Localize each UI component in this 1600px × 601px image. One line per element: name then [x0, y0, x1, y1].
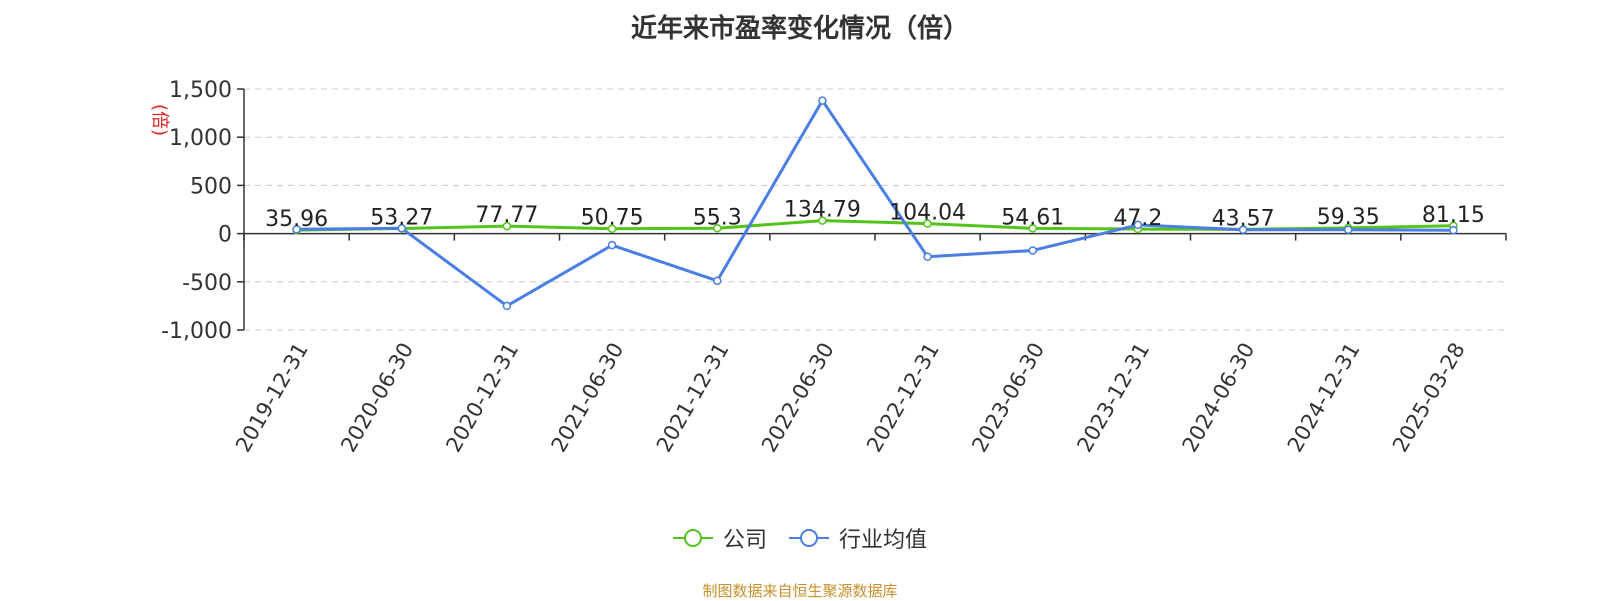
data-label: 134.79: [784, 198, 861, 223]
data-label: 81.15: [1422, 203, 1485, 228]
y-tick-label: 500: [190, 174, 232, 199]
data-label: 55.3: [693, 205, 742, 230]
x-tick-label: 2021-06-30: [547, 339, 629, 457]
data-label: 53.27: [370, 205, 433, 230]
y-tick-label: 1,500: [169, 78, 232, 103]
x-tick-label: 2025-03-28: [1388, 339, 1470, 457]
legend-company-label: 公司: [722, 528, 767, 553]
legend-industry-label: 行业均值: [839, 528, 928, 553]
x-tick-label: 2023-06-30: [967, 339, 1049, 457]
x-tick-label: 2023-12-31: [1072, 339, 1154, 457]
x-tick-label: 2022-06-30: [757, 339, 839, 457]
x-tick-label: 2024-12-31: [1283, 339, 1365, 457]
data-label: 35.96: [265, 207, 328, 232]
y-tick-label: -500: [182, 271, 232, 296]
data-point: [1133, 220, 1143, 230]
data-point: [923, 219, 932, 228]
data-label: 77.77: [475, 203, 538, 228]
x-tick-label: 2020-12-31: [441, 339, 523, 457]
y-tick-label: 1,000: [169, 126, 232, 151]
x-tick-label: 2019-12-31: [231, 339, 313, 457]
data-point: [713, 276, 722, 286]
data-point: [502, 301, 512, 311]
x-tick-label: 2022-12-31: [862, 338, 944, 456]
data-label: 104.04: [889, 201, 966, 226]
x-tick-label: 2020-06-30: [336, 339, 418, 457]
data-point: [1028, 246, 1037, 255]
data-label: 50.75: [581, 206, 644, 231]
data-label: 59.35: [1317, 205, 1380, 230]
legend: 公司 行业均值: [0, 522, 1600, 554]
data-point: [818, 216, 827, 225]
data-point: [607, 240, 617, 250]
data-point: [292, 225, 301, 234]
data-label: 43.57: [1212, 206, 1275, 231]
legend-company-marker-icon: [672, 529, 713, 547]
y-tick-label: -1,000: [161, 319, 232, 344]
y-tick-label: 0: [218, 223, 232, 248]
legend-item-industry[interactable]: 行业均值: [789, 522, 927, 554]
data-source-note: 制图数据来自恒生聚源数据库: [702, 582, 898, 600]
legend-industry-marker-icon: [789, 529, 829, 547]
data-point: [607, 224, 617, 233]
x-tick-label: 2024-06-30: [1178, 339, 1260, 457]
data-point: [713, 224, 722, 233]
legend-item-company[interactable]: 公司: [672, 522, 767, 554]
data-point: [818, 96, 827, 105]
data-point: [397, 224, 406, 233]
data-point: [923, 252, 932, 261]
data-point: [1028, 224, 1037, 233]
data-point: [502, 221, 512, 231]
x-tick-label: 2021-12-31: [652, 339, 734, 457]
data-point: [1238, 225, 1248, 234]
chart-title: 近年来市盈率变化情况（倍）: [630, 14, 969, 44]
series-line-1: [296, 99, 1454, 308]
data-label: 47.2: [1113, 206, 1162, 231]
data-label: 54.61: [1001, 205, 1064, 230]
data-point: [1344, 225, 1353, 234]
data-point: [1449, 225, 1458, 235]
